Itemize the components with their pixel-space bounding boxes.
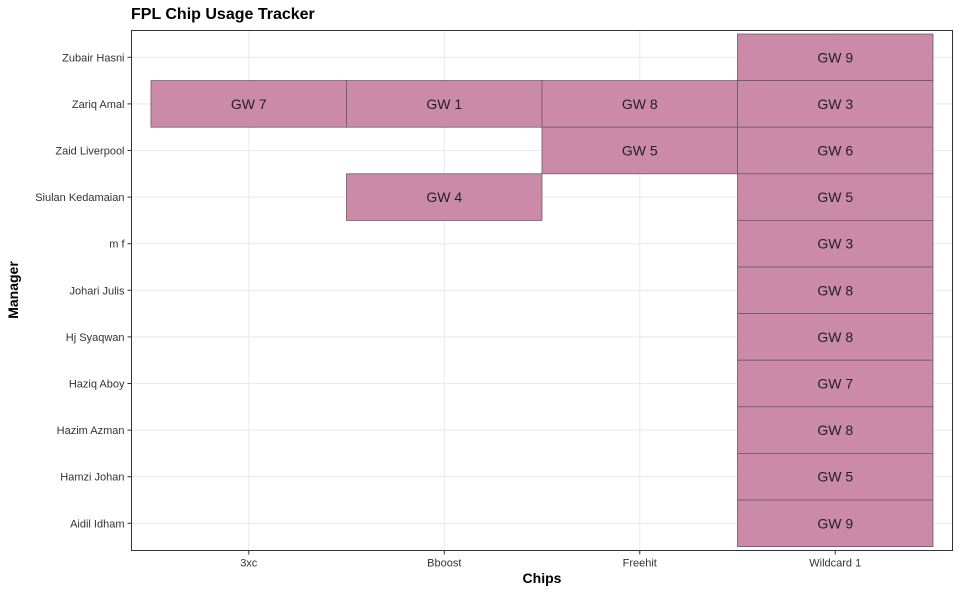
x-tick-label: 3xc [240,558,258,570]
tile-label: GW 1 [426,96,462,112]
heatmap-tile [737,452,934,501]
y-axis: Zubair Hasni Zariq Amal Zaid Liverpool Siul… [35,52,132,530]
y-axis-title: Manager [5,261,21,319]
tile-labels: GW 9 GW 7 GW 1 GW 8 GW 3 GW 5 GW 6 GW 4 GW 5 GW 3… [231,49,853,531]
tile-label: GW 5 [817,189,853,205]
y-tick-label: Aidil Idham [70,518,124,530]
tile-label: GW 8 [622,96,658,112]
tile-label: GW 5 [622,143,658,159]
tile-label: GW 3 [817,236,853,252]
heatmap-tile [737,313,934,361]
heatmap-tile [541,80,738,128]
heatmap-tile [737,219,934,268]
heatmap-tile [737,126,934,175]
tile-label: GW 8 [817,329,853,345]
tile-label: GW 6 [817,143,853,159]
heatmap-tile [346,173,543,221]
x-axis-title: Chips [523,570,562,586]
heatmap-tile [737,499,934,547]
y-tick-label: Haziq Aboy [69,379,125,391]
y-tick-label: m f [109,239,125,251]
heatmap-tile [737,33,934,81]
y-tick-label: Zaid Liverpool [55,146,124,158]
tile-label: GW 8 [817,282,853,298]
tile-label: GW 4 [426,189,462,205]
y-tick-label: Hazim Azman [57,425,125,437]
tile-label: GW 3 [817,96,853,112]
heatmap-tile [737,406,934,454]
y-tick-label: Zubair Hasni [62,52,124,64]
tile-label: GW 9 [817,515,853,531]
heatmap-tile [737,173,934,221]
tile-label: GW 9 [817,49,853,65]
x-tick-label: Freehit [623,558,657,570]
y-tick-label: Hj Syaqwan [66,332,125,344]
heatmap-tile [541,126,738,175]
tile-label: GW 5 [817,469,853,485]
tiles [150,33,934,547]
x-axis: 3xc Bboost Freehit Wildcard 1 [240,550,861,570]
chart-title: FPL Chip Usage Tracker [131,6,315,23]
x-tick-label: Bboost [427,558,461,570]
tile-label: GW 8 [817,422,853,438]
heatmap-tile [737,359,934,408]
heatmap-tile [346,80,543,128]
x-tick-label: Wildcard 1 [809,558,861,570]
tile-label: GW 7 [817,376,853,392]
heatmap-tile [737,266,934,314]
tile-label: GW 7 [231,96,267,112]
y-tick-label: Johari Julis [69,285,125,297]
y-tick-label: Hamzi Johan [60,472,124,484]
y-tick-label: Siulan Kedamaian [35,192,124,204]
y-tick-label: Zariq Amal [72,99,125,111]
